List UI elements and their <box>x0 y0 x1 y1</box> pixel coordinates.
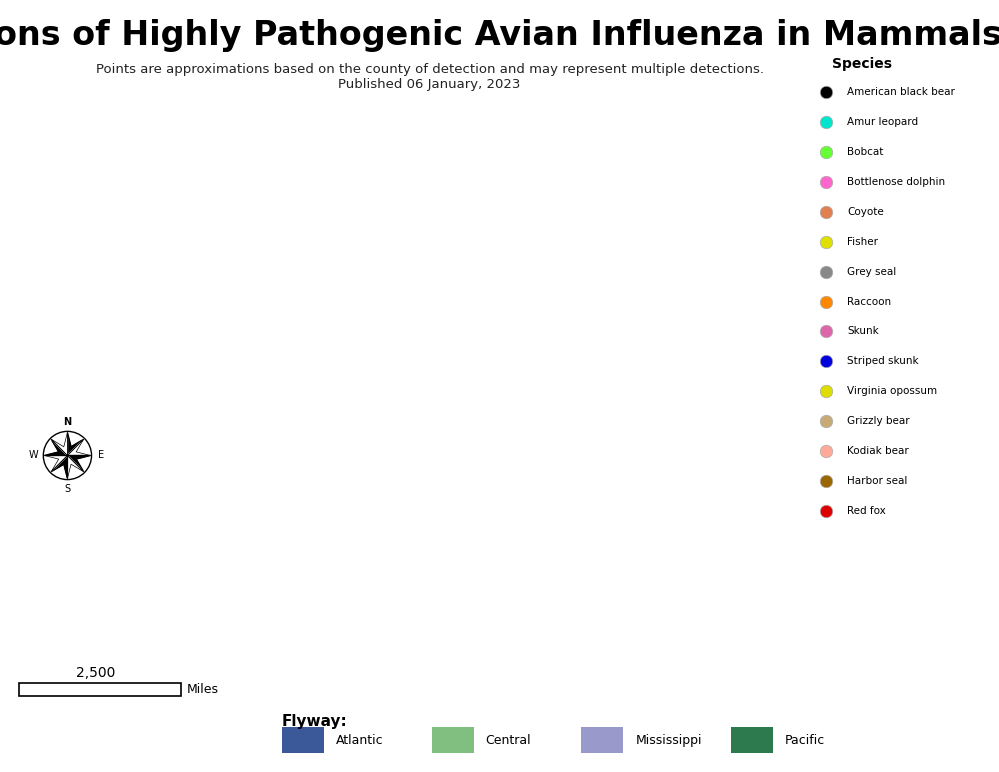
Text: Amur leopard: Amur leopard <box>847 117 918 127</box>
Polygon shape <box>68 455 90 472</box>
Bar <box>432 727 474 753</box>
Bar <box>731 727 773 753</box>
Text: Miles: Miles <box>187 683 219 696</box>
Text: Skunk: Skunk <box>847 327 879 337</box>
Text: Species: Species <box>832 56 892 70</box>
Text: Red fox: Red fox <box>847 506 886 516</box>
Text: Mississippi: Mississippi <box>635 733 702 747</box>
Text: Coyote: Coyote <box>847 207 884 217</box>
Polygon shape <box>68 455 84 479</box>
Polygon shape <box>51 455 68 479</box>
Text: Grizzly bear: Grizzly bear <box>847 416 910 426</box>
Polygon shape <box>68 432 84 455</box>
Bar <box>20 683 181 696</box>
Bar <box>581 727 623 753</box>
Text: Fisher: Fisher <box>847 237 878 247</box>
Text: Published 06 January, 2023: Published 06 January, 2023 <box>339 78 520 91</box>
Text: Raccoon: Raccoon <box>847 296 891 306</box>
Text: E: E <box>98 451 104 460</box>
Polygon shape <box>45 439 68 455</box>
Text: Flyway:: Flyway: <box>282 713 348 729</box>
Text: Atlantic: Atlantic <box>336 733 384 747</box>
Text: Bottlenose dolphin: Bottlenose dolphin <box>847 177 945 187</box>
Text: Detections of Highly Pathogenic Avian Influenza in Mammals: Detections of Highly Pathogenic Avian In… <box>0 19 999 52</box>
Text: Points are approximations based on the county of detection and may represent mul: Points are approximations based on the c… <box>96 63 763 76</box>
Text: Striped skunk: Striped skunk <box>847 357 919 367</box>
Text: Virginia opossum: Virginia opossum <box>847 386 937 396</box>
Text: Central: Central <box>486 733 531 747</box>
Polygon shape <box>68 439 90 455</box>
Text: S: S <box>64 484 71 494</box>
Text: Harbor seal: Harbor seal <box>847 476 907 486</box>
Text: Bobcat: Bobcat <box>847 147 883 157</box>
Text: N: N <box>63 417 72 427</box>
Text: W: W <box>29 451 39 460</box>
Polygon shape <box>45 455 68 472</box>
Text: Pacific: Pacific <box>785 733 825 747</box>
Text: Kodiak bear: Kodiak bear <box>847 446 909 456</box>
Polygon shape <box>51 432 68 455</box>
Bar <box>282 727 324 753</box>
Text: 2,500: 2,500 <box>76 666 115 680</box>
Text: Grey seal: Grey seal <box>847 266 896 276</box>
Text: American black bear: American black bear <box>847 87 955 97</box>
